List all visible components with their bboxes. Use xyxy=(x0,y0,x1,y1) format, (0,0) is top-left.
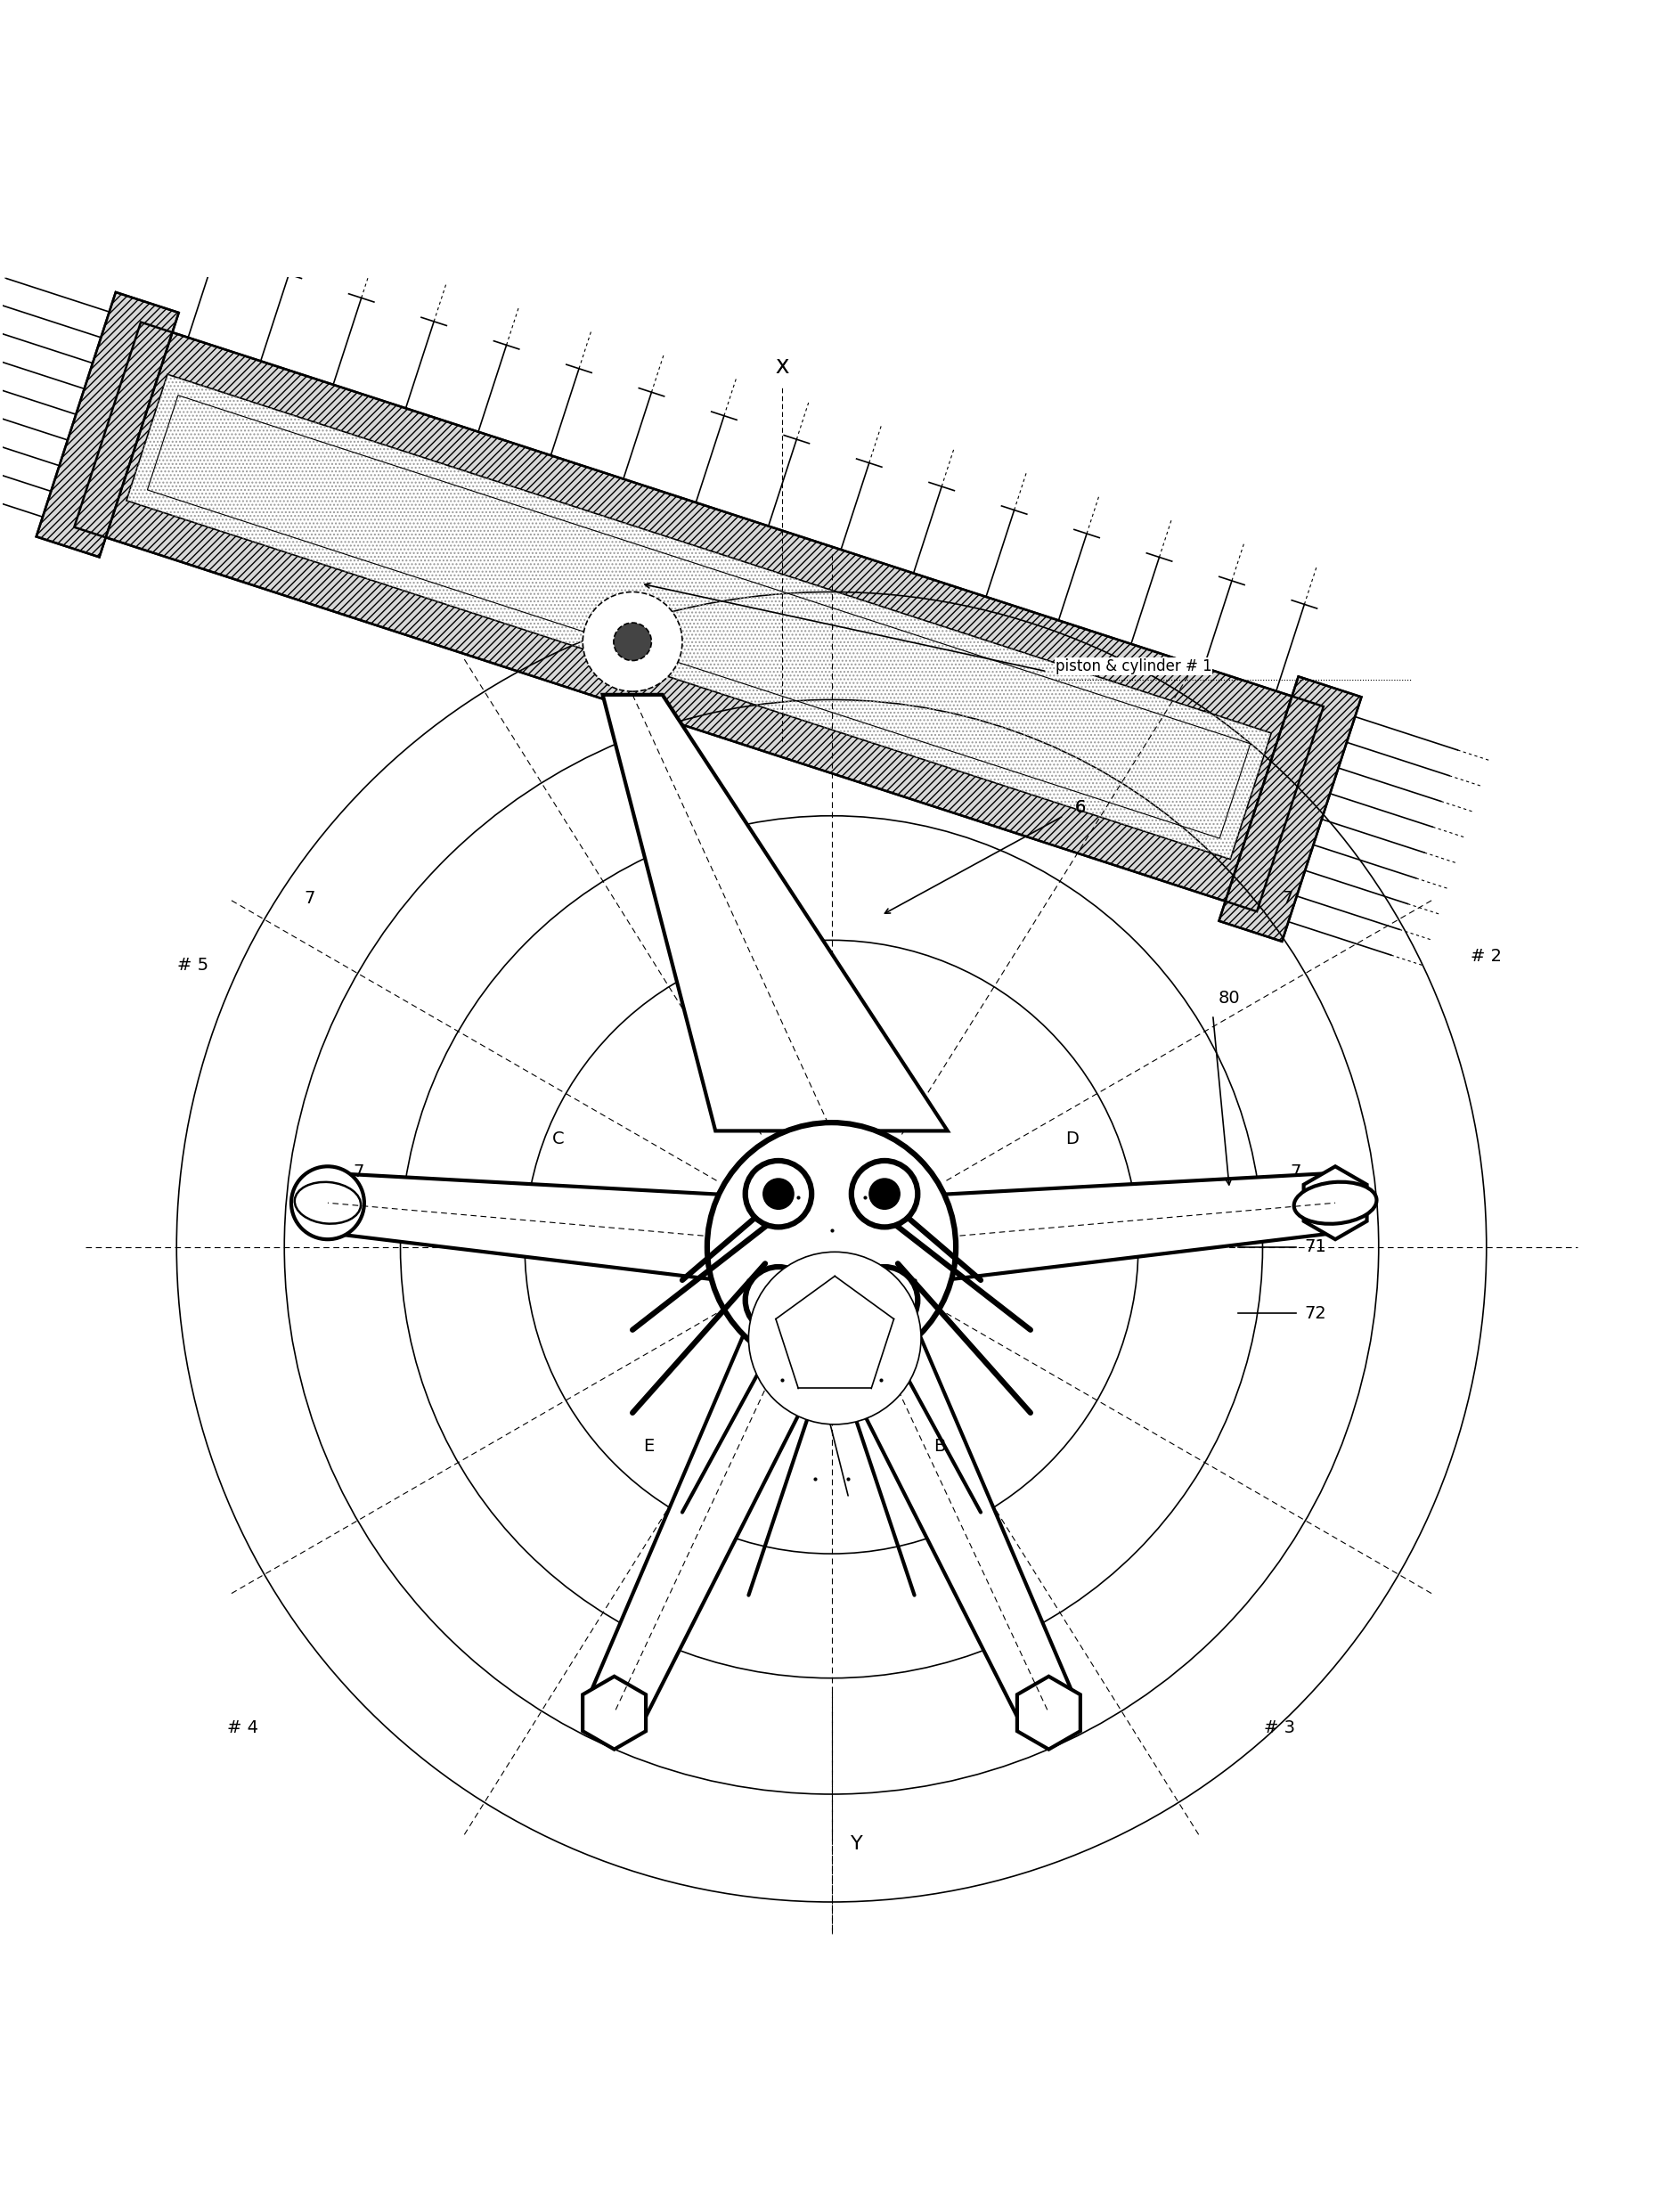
Polygon shape xyxy=(326,1172,835,1294)
Text: # 3: # 3 xyxy=(1264,1719,1295,1736)
Circle shape xyxy=(614,624,652,661)
Text: D: D xyxy=(1066,1130,1079,1148)
Circle shape xyxy=(707,1121,956,1371)
Text: 6: 6 xyxy=(1074,799,1086,816)
Text: C: C xyxy=(552,1130,564,1148)
Circle shape xyxy=(851,1267,918,1334)
Circle shape xyxy=(745,1161,812,1228)
Text: X: X xyxy=(775,358,788,376)
Polygon shape xyxy=(582,1677,645,1750)
Text: 72: 72 xyxy=(1304,1305,1325,1323)
Text: piston & cylinder # 1: piston & cylinder # 1 xyxy=(1056,659,1212,675)
Polygon shape xyxy=(587,1228,873,1725)
Circle shape xyxy=(851,1161,918,1228)
Polygon shape xyxy=(1018,1677,1081,1750)
Text: 7: 7 xyxy=(304,889,314,907)
Circle shape xyxy=(868,1285,900,1316)
Ellipse shape xyxy=(294,1181,361,1223)
Text: 6: 6 xyxy=(1074,799,1086,816)
Circle shape xyxy=(582,593,682,692)
Circle shape xyxy=(748,1252,921,1425)
Polygon shape xyxy=(1219,677,1362,942)
Circle shape xyxy=(763,1285,795,1316)
Text: Y: Y xyxy=(850,1836,863,1854)
Polygon shape xyxy=(828,1172,1337,1294)
Polygon shape xyxy=(75,323,1324,911)
Polygon shape xyxy=(1304,1166,1367,1239)
Text: # 2: # 2 xyxy=(1470,949,1502,964)
Text: E: E xyxy=(644,1438,655,1455)
Text: 80: 80 xyxy=(1219,989,1241,1006)
Text: 71: 71 xyxy=(1304,1239,1325,1256)
Text: B: B xyxy=(933,1438,945,1455)
Circle shape xyxy=(745,1267,812,1334)
Text: # 5: # 5 xyxy=(178,956,210,973)
Ellipse shape xyxy=(1294,1181,1377,1223)
Text: 7: 7 xyxy=(354,1164,364,1181)
Circle shape xyxy=(291,1166,364,1239)
Text: 7: 7 xyxy=(1290,1164,1300,1181)
Polygon shape xyxy=(790,1228,1076,1725)
Polygon shape xyxy=(37,292,178,557)
Polygon shape xyxy=(602,695,948,1130)
Circle shape xyxy=(763,1179,795,1210)
Polygon shape xyxy=(126,374,1271,858)
Text: X: X xyxy=(775,358,788,376)
Text: 7: 7 xyxy=(1282,889,1292,907)
Circle shape xyxy=(868,1179,900,1210)
Text: # 4: # 4 xyxy=(228,1719,258,1736)
